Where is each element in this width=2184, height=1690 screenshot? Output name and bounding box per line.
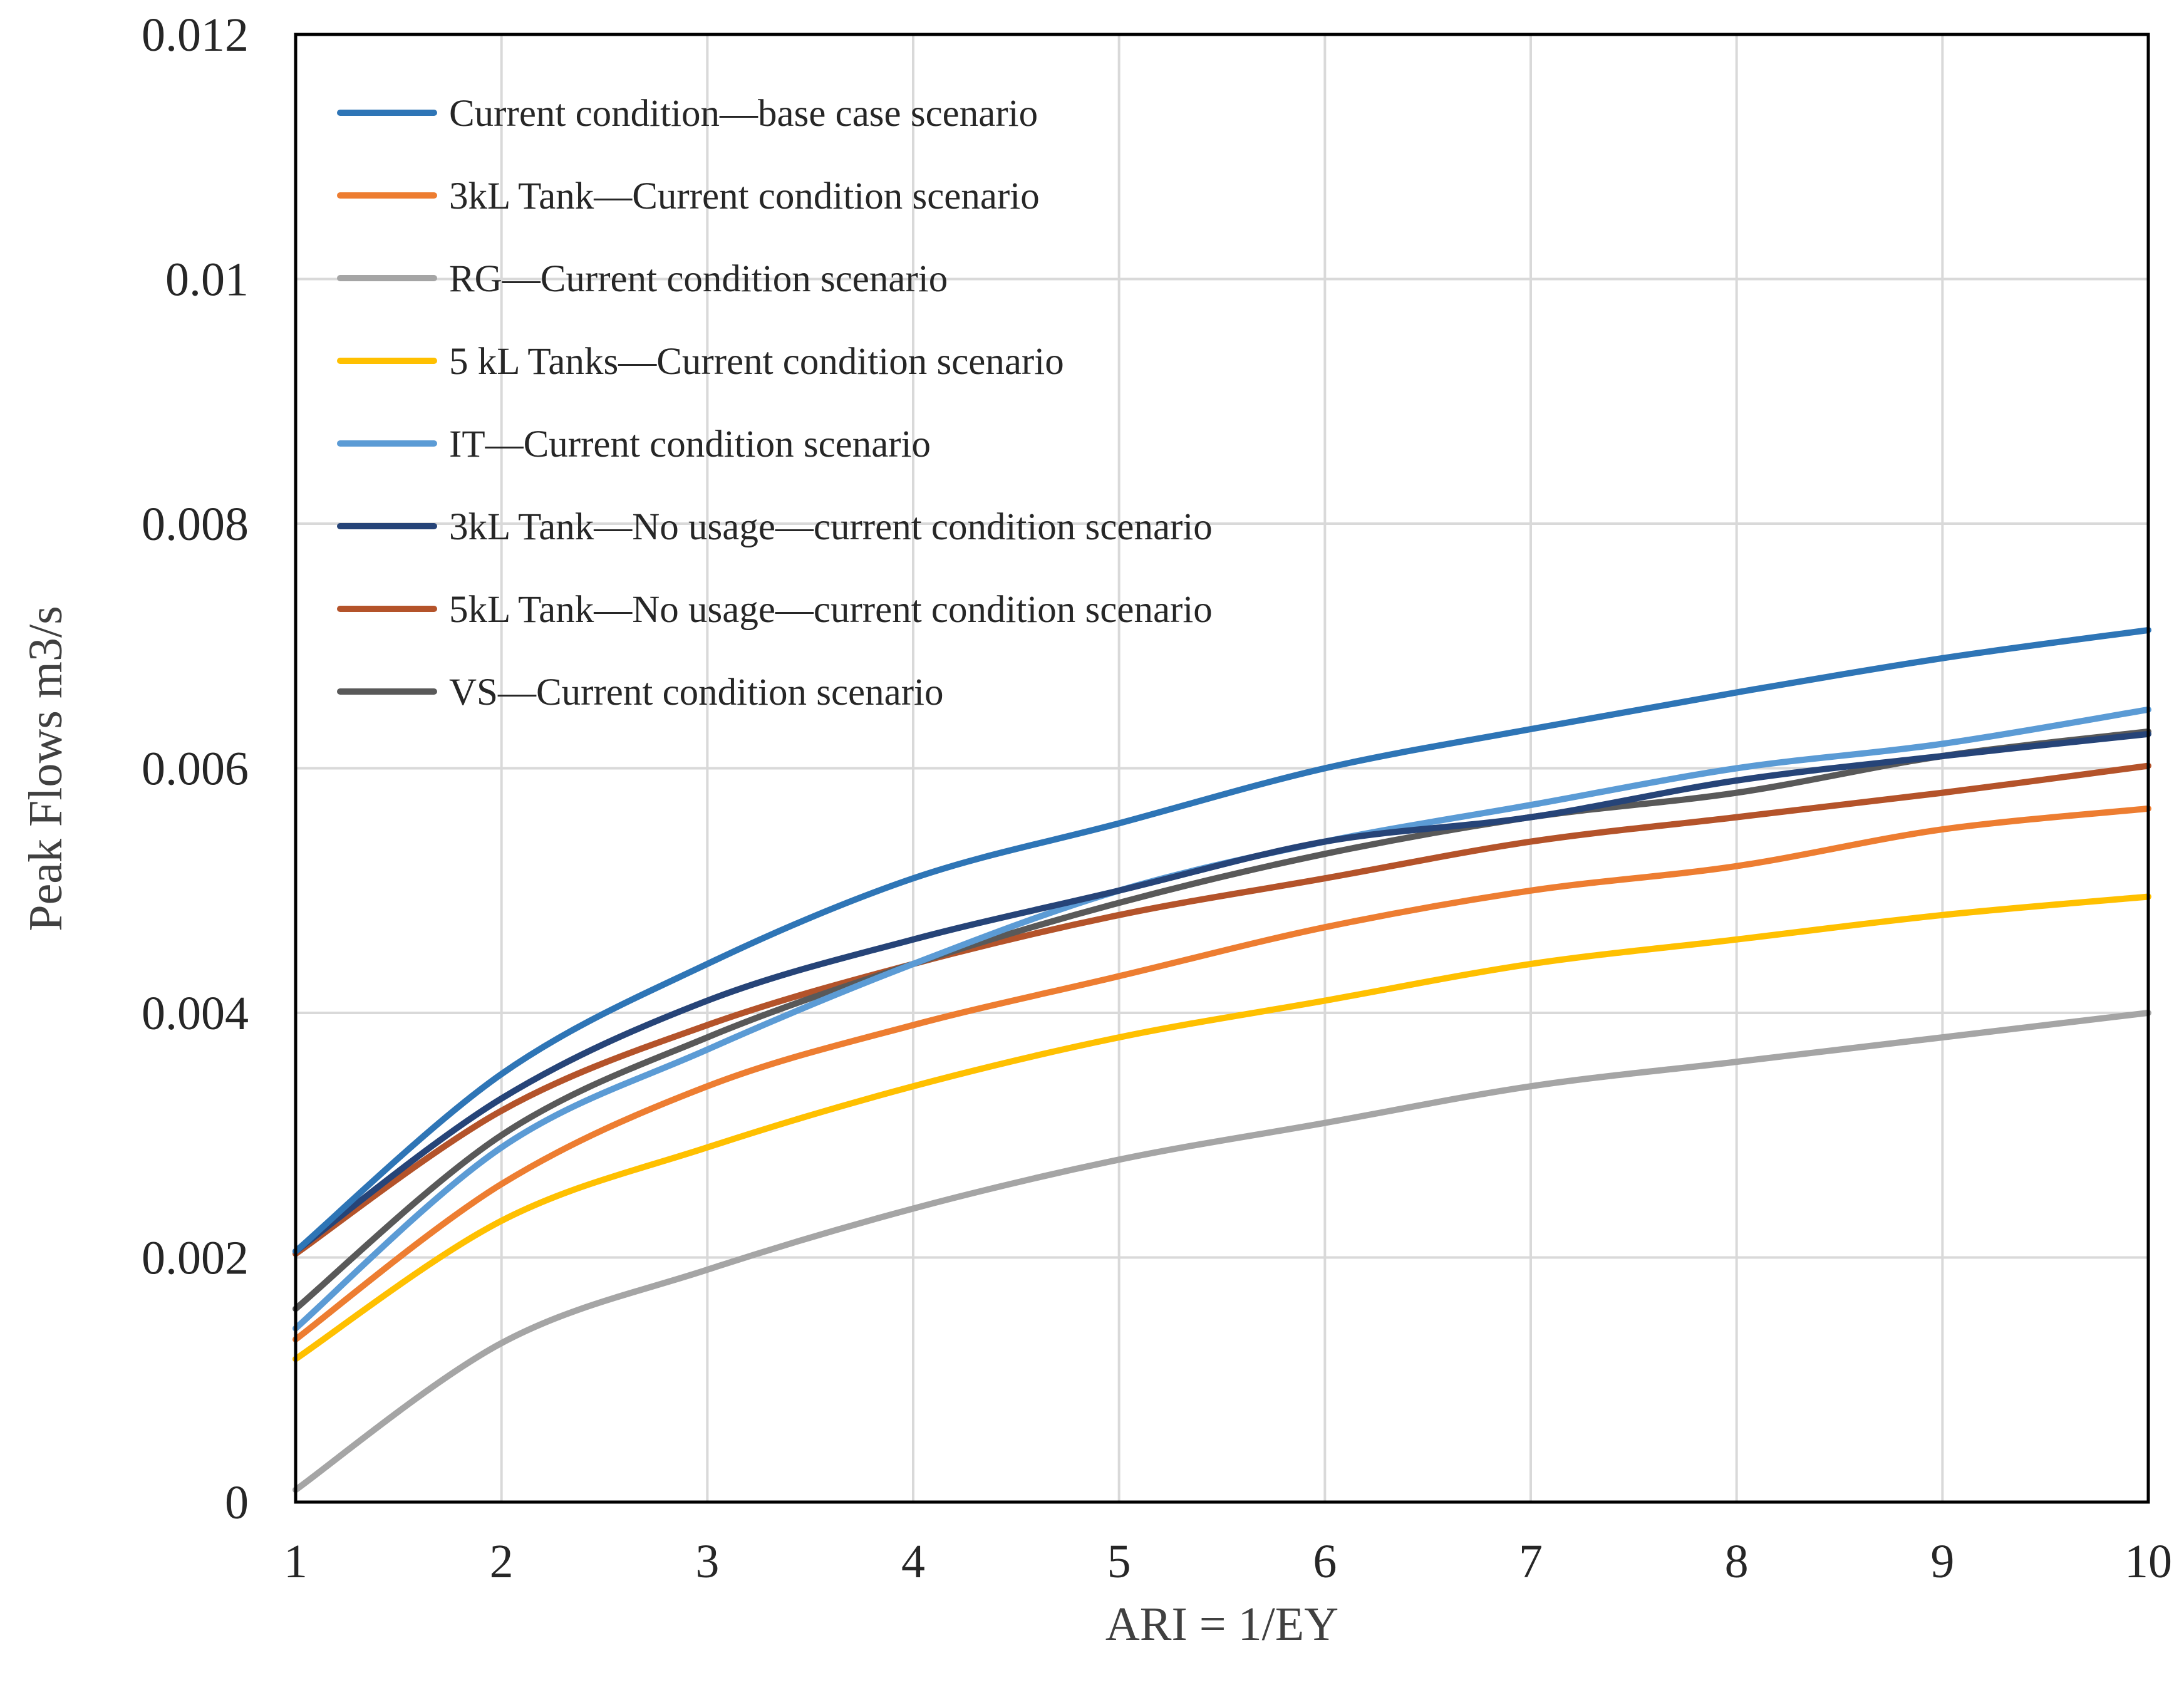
legend-item: 5kL Tank—No usage—current condition scen…	[337, 589, 1213, 631]
x-tick-label: 1	[284, 1535, 308, 1588]
x-tick-label: 3	[695, 1535, 719, 1588]
x-tick-label: 5	[1107, 1535, 1131, 1588]
x-tick-label: 9	[1930, 1535, 1954, 1588]
legend-label: 3kL Tank—Current condition scenario	[449, 175, 1040, 217]
legend-item: 3kL Tank—Current condition scenario	[337, 175, 1040, 217]
x-tick-label: 2	[490, 1535, 514, 1588]
x-axis-ticks: 1 2 3 4 5 6 7 8 9 10	[284, 1535, 2172, 1588]
legend: Current condition—base case scenario 3kL …	[337, 93, 1213, 713]
y-tick-label: 0.008	[142, 498, 249, 551]
legend-item: 5 kL Tanks—Current condition scenario	[337, 341, 1064, 383]
legend-label: RG—Current condition scenario	[449, 258, 948, 300]
legend-label: 3kL Tank—No usage—current condition scen…	[449, 506, 1213, 548]
x-tick-label: 4	[901, 1535, 925, 1588]
x-axis-title: ARI = 1/EY	[1105, 1598, 1338, 1651]
y-axis-ticks: 0 0.002 0.004 0.006 0.008 0.01 0.012	[142, 9, 249, 1529]
series-line-2	[292, 805, 2151, 1343]
x-tick-label: 10	[2124, 1535, 2172, 1588]
y-tick-label: 0.01	[165, 254, 249, 306]
y-tick-label: 0.002	[142, 1232, 249, 1285]
series-line-1	[292, 626, 2151, 1255]
series-lines	[292, 626, 2151, 1493]
legend-label: Current condition—base case scenario	[449, 93, 1038, 135]
series-line-4	[292, 893, 2151, 1362]
series-line-7	[292, 762, 2151, 1257]
series-line-6	[292, 730, 2151, 1255]
legend-label: VS—Current condition scenario	[449, 671, 943, 713]
plot-area-border	[294, 33, 2150, 1504]
x-tick-label: 6	[1313, 1535, 1337, 1588]
series-line-8	[292, 728, 2151, 1312]
legend-item: 3kL Tank—No usage—current condition scen…	[337, 506, 1213, 548]
y-tick-label: 0.004	[142, 987, 249, 1040]
legend-label: IT—Current condition scenario	[449, 423, 931, 465]
y-tick-label: 0.006	[142, 743, 249, 796]
x-tick-label: 7	[1519, 1535, 1543, 1588]
legend-item: RG—Current condition scenario	[337, 258, 948, 300]
legend-item: Current condition—base case scenario	[337, 93, 1038, 135]
y-tick-label: 0	[225, 1476, 249, 1529]
x-tick-label: 8	[1725, 1535, 1749, 1588]
y-tick-label: 0.012	[142, 9, 249, 61]
series-line-3	[292, 1010, 2151, 1493]
legend-item: VS—Current condition scenario	[337, 671, 943, 713]
legend-label: 5 kL Tanks—Current condition scenario	[449, 341, 1064, 383]
legend-label: 5kL Tank—No usage—current condition scen…	[449, 589, 1213, 631]
y-axis-title: Peak Flows m3/s	[19, 606, 72, 931]
legend-item: IT—Current condition scenario	[337, 423, 931, 465]
